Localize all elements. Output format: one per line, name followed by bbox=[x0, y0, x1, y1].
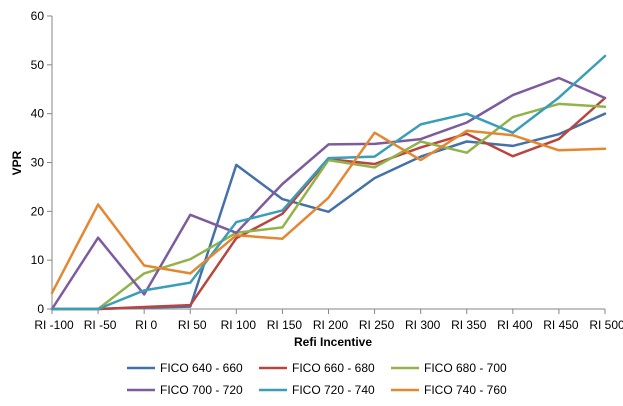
x-tick-label: RI 250 bbox=[359, 318, 395, 332]
legend-label: FICO 660 - 680 bbox=[292, 361, 375, 375]
x-tick-label: RI 300 bbox=[405, 318, 441, 332]
y-tick-label: 40 bbox=[31, 107, 45, 121]
series-line-5 bbox=[50, 54, 607, 311]
legend-label: FICO 680 - 700 bbox=[424, 361, 507, 375]
x-axis: RI -100 RI -50 RI 0 RI 50 RI 100 RI 150 RI 200… bbox=[34, 308, 623, 332]
series-lines bbox=[50, 54, 607, 311]
legend-label: FICO 640 - 660 bbox=[160, 361, 243, 375]
y-tick-label: 20 bbox=[31, 204, 45, 218]
series-line-2 bbox=[50, 96, 607, 311]
x-tick-label: RI 200 bbox=[313, 318, 349, 332]
legend-label: FICO 740 - 760 bbox=[424, 383, 507, 397]
x-tick-label: RI 400 bbox=[497, 318, 533, 332]
series-line-4 bbox=[50, 76, 607, 311]
x-tick-label: RI -100 bbox=[34, 318, 74, 332]
x-tick-label: RI 100 bbox=[221, 318, 257, 332]
series-line-3 bbox=[50, 102, 607, 311]
y-tick-label: 30 bbox=[31, 156, 45, 170]
legend-label: FICO 700 - 720 bbox=[160, 383, 243, 397]
y-axis-title: VPR bbox=[10, 150, 24, 175]
x-tick-label: RI -50 bbox=[84, 318, 117, 332]
x-tick-label: RI 150 bbox=[267, 318, 303, 332]
legend: FICO 640 - 660 FICO 660 - 680 FICO 680 - 7… bbox=[127, 361, 507, 397]
x-tick-label: RI 0 bbox=[135, 318, 157, 332]
y-tick-label: 50 bbox=[31, 58, 45, 72]
y-tick-label: 60 bbox=[31, 9, 45, 23]
series-line-6 bbox=[50, 129, 607, 295]
x-tick-label: RI 500 bbox=[589, 318, 623, 332]
x-tick-label: RI 350 bbox=[451, 318, 487, 332]
y-axis: 0 10 20 30 40 50 60 bbox=[31, 9, 53, 316]
legend-label: FICO 720 - 740 bbox=[292, 383, 375, 397]
y-tick-label: 0 bbox=[37, 302, 44, 316]
x-tick-label: RI 50 bbox=[178, 318, 207, 332]
y-tick-label: 10 bbox=[31, 253, 45, 267]
x-axis-title: Refi Incentive bbox=[294, 335, 372, 349]
x-tick-label: RI 450 bbox=[543, 318, 579, 332]
